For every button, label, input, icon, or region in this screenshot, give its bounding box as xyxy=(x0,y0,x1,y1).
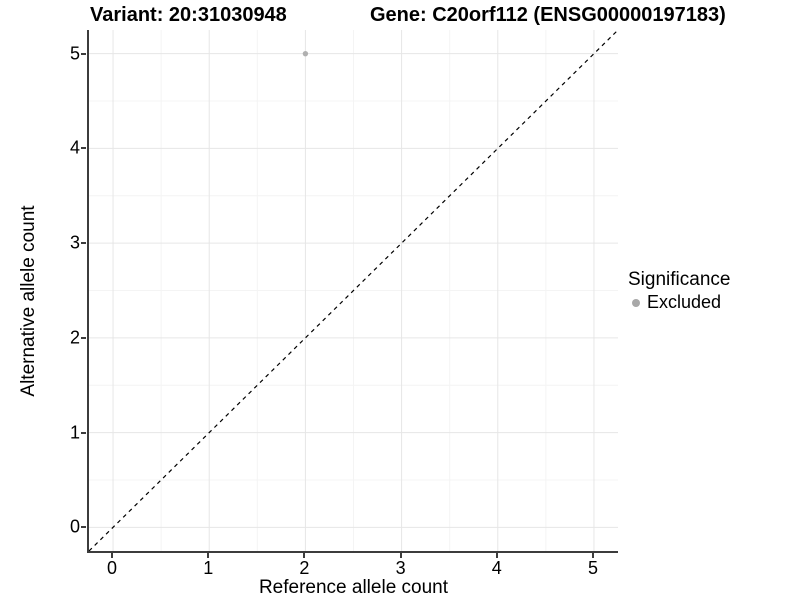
data-point-excluded xyxy=(302,50,309,57)
legend-item-excluded: Excluded xyxy=(628,292,730,313)
y-axis-tick-mark xyxy=(81,52,86,55)
x-axis-tick-mark xyxy=(111,553,114,558)
plot-title-variant: Variant: 20:31030948 xyxy=(90,4,287,26)
x-axis-tick-label: 0 xyxy=(107,558,118,578)
y-axis-tick-mark xyxy=(81,526,86,529)
plot-panel xyxy=(87,30,618,553)
plot-area-canvas xyxy=(89,30,618,551)
excluded-point-icon xyxy=(632,298,640,307)
y-axis-tick-label: 2 xyxy=(69,327,80,348)
legend-item-label: Excluded xyxy=(647,292,722,312)
x-axis-tick-mark xyxy=(591,553,594,558)
y-axis-tick-mark xyxy=(81,242,86,245)
x-axis-tick-mark xyxy=(399,553,402,558)
x-axis-tick-mark xyxy=(207,553,210,558)
x-axis-tick-mark xyxy=(303,553,306,558)
y-axis-tick-mark xyxy=(81,336,86,339)
y-axis-title: Alternative allele count xyxy=(18,205,39,397)
y-axis-tick-mark xyxy=(81,431,86,434)
x-axis-tick-mark xyxy=(495,553,498,558)
y-axis-tick-label: 3 xyxy=(69,232,80,253)
x-axis-tick-label: 1 xyxy=(203,558,214,578)
x-axis-tick-label: 2 xyxy=(299,558,310,578)
identity-reference-line xyxy=(89,30,618,551)
y-axis-tick-mark xyxy=(81,147,86,150)
x-axis-title: Reference allele count xyxy=(258,577,449,598)
plot-title-gene: Gene: C20orf112 (ENSG00000197183) xyxy=(370,4,726,26)
y-axis-tick-label: 5 xyxy=(69,43,80,64)
legend: Significance Excluded xyxy=(628,269,730,313)
x-axis-tick-label: 5 xyxy=(587,558,598,578)
y-axis-tick-label: 1 xyxy=(69,422,80,443)
legend-title: Significance xyxy=(628,269,731,290)
y-axis-tick-label: 4 xyxy=(69,137,80,158)
y-axis-tick-label: 0 xyxy=(69,516,80,537)
x-axis-tick-label: 4 xyxy=(491,558,502,578)
x-axis-tick-label: 3 xyxy=(395,558,406,578)
